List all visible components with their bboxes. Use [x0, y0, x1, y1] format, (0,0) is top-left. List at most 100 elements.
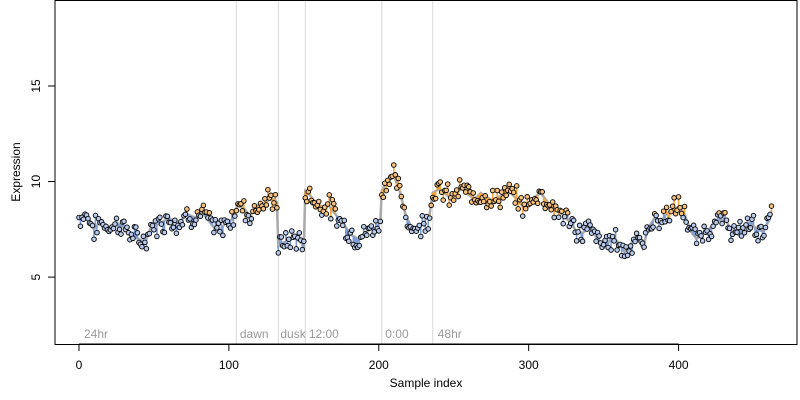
data-point-214 [397, 182, 403, 189]
data-point-457 [761, 232, 767, 239]
data-point-198 [373, 218, 379, 224]
data-point-59 [164, 213, 171, 220]
data-point-233 [425, 226, 431, 232]
data-point-172 [334, 223, 340, 229]
data-point-87 [206, 210, 213, 216]
data-point-72 [184, 206, 190, 212]
data-point-23 [110, 225, 117, 232]
data-point-437 [731, 223, 737, 229]
y-tick-label-0: 5 [29, 273, 43, 280]
data-point-296 [519, 213, 526, 219]
data-point-334 [576, 222, 583, 229]
data-point-461 [767, 211, 773, 218]
data-point-96 [220, 232, 226, 239]
data-point-65 [173, 230, 180, 236]
data-point-200 [376, 228, 382, 234]
data-point-357 [611, 238, 617, 244]
data-point-228 [418, 233, 424, 240]
data-point-81 [197, 213, 204, 220]
data-point-164 [322, 204, 328, 210]
data-point-176 [340, 222, 346, 229]
data-point-442 [738, 233, 745, 239]
data-point-330 [570, 217, 577, 224]
data-point-150 [301, 238, 307, 245]
data-point-320 [555, 214, 562, 220]
y-tick-label-1: 10 [29, 175, 43, 189]
data-point-440 [735, 224, 742, 231]
data-point-387 [656, 225, 662, 232]
data-point-282 [498, 189, 505, 195]
data-point-245 [443, 187, 449, 194]
phase-annotations: 24hr dawn dusk 12:00 0:00 48hr [84, 327, 462, 341]
data-point-285 [503, 192, 509, 199]
data-point-9 [89, 222, 96, 229]
data-point-293 [515, 206, 521, 212]
data-point-445 [743, 222, 749, 228]
data-point-104 [232, 213, 238, 219]
data-point-1 [77, 223, 84, 229]
data-point-12 [94, 229, 100, 236]
y-tick-label-2: 15 [29, 79, 43, 93]
data-point-317 [551, 214, 557, 221]
data-point-462 [768, 203, 775, 209]
data-point-238 [432, 195, 439, 202]
data-point-177 [341, 217, 348, 224]
data-point-260 [465, 184, 472, 190]
x-axis-title: Sample index [390, 376, 463, 390]
data-point-203 [380, 194, 387, 201]
data-point-168 [328, 216, 334, 222]
data-point-358 [612, 226, 619, 233]
data-point-390 [660, 208, 667, 214]
data-point-452 [753, 231, 760, 238]
data-point-105 [233, 207, 240, 214]
phase-label-2: dusk [280, 327, 306, 341]
data-point-205 [383, 187, 390, 194]
data-point-218 [403, 214, 409, 221]
data-point-69 [179, 222, 186, 228]
data-point-446 [744, 215, 751, 221]
data-point-27 [116, 226, 123, 233]
data-point-94 [217, 228, 223, 235]
data-point-124 [262, 195, 268, 202]
data-point-287 [506, 181, 512, 188]
data-point-309 [539, 189, 545, 195]
data-point-274 [486, 198, 493, 205]
data-point-395 [668, 208, 674, 215]
data-point-355 [608, 247, 614, 253]
data-point-415 [698, 233, 704, 239]
data-point-434 [726, 225, 733, 232]
data-point-6 [85, 215, 91, 222]
data-point-207 [386, 181, 393, 188]
data-point-123 [260, 206, 267, 212]
data-point-131 [272, 191, 279, 198]
data-point-55 [158, 221, 165, 227]
data-point-332 [573, 238, 580, 244]
data-point-377 [641, 244, 647, 250]
data-point-32 [124, 224, 130, 230]
data-point-270 [480, 198, 487, 205]
data-point-170 [331, 200, 337, 207]
data-point-83 [200, 202, 207, 209]
data-point-341 [587, 222, 593, 228]
data-point-54 [157, 214, 163, 221]
data-point-369 [629, 250, 635, 256]
data-point-25 [113, 215, 120, 222]
data-point-416 [699, 238, 706, 244]
data-point-241 [437, 179, 443, 185]
data-point-299 [524, 194, 530, 200]
data-point-394 [666, 217, 673, 224]
data-point-280 [495, 198, 502, 205]
data-point-42 [139, 243, 145, 250]
data-point-113 [245, 212, 252, 219]
data-point-347 [596, 233, 602, 239]
data-point-271 [482, 193, 488, 199]
data-point-400 [675, 194, 682, 200]
data-point-11 [92, 212, 99, 219]
data-point-91 [212, 216, 219, 223]
data-point-38 [133, 224, 139, 230]
data-point-371 [632, 238, 638, 245]
data-point-297 [521, 201, 527, 208]
data-point-326 [564, 210, 571, 216]
data-point-211 [392, 172, 399, 178]
